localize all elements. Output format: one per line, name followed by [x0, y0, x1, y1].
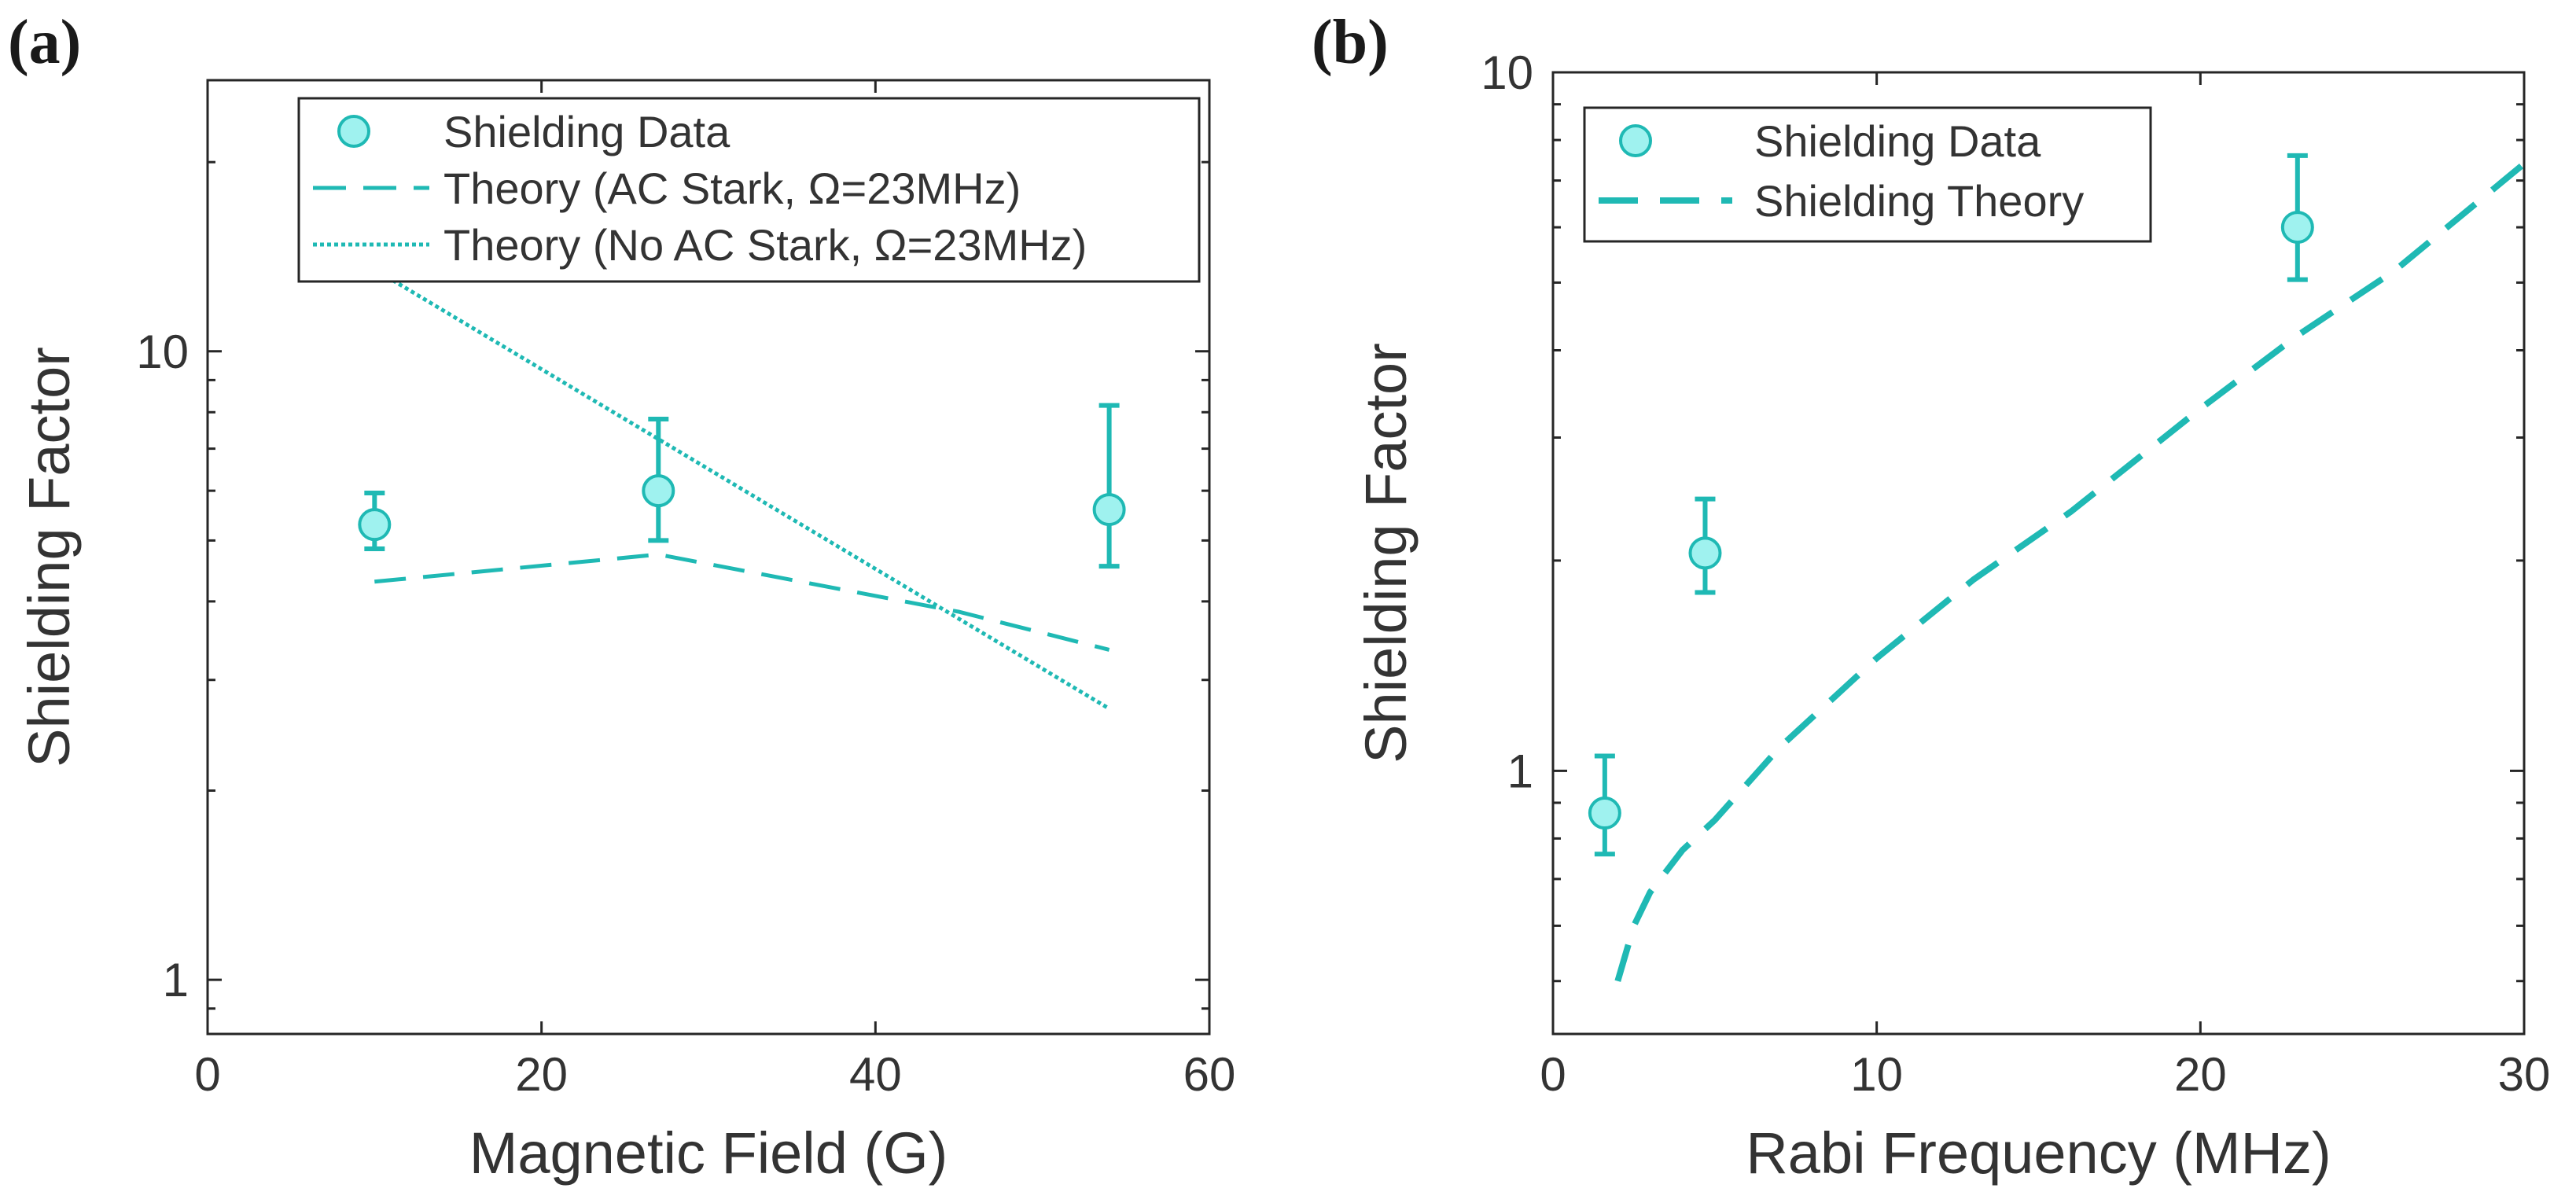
chart-a-legend-label: Shielding Data — [443, 107, 730, 156]
chart-b-legend-label: Shielding Data — [1754, 116, 2041, 166]
chart-a-xtick-label: 20 — [515, 1048, 568, 1101]
chart-a-data-point — [642, 474, 675, 508]
chart-b-ytick-label: 1 — [1507, 745, 1533, 797]
chart-panel-a: 0 20 40 60 1 10 Magnetic Field (G) Shielding Fa… — [17, 79, 1236, 1186]
chart-b-xtick-label: 30 — [2498, 1048, 2551, 1101]
chart-a-legend-label: Theory (AC Stark, Ω=23MHz) — [443, 164, 1021, 213]
panel-a-label: (a) — [8, 8, 81, 77]
chart-b-ylabel: Shielding Factor — [1353, 343, 1419, 763]
chart-a-ytick-label: 1 — [163, 954, 189, 1006]
chart-a-ytick-label: 10 — [136, 326, 189, 378]
chart-a-xtick-label: 60 — [1183, 1048, 1236, 1101]
chart-a-legend-box — [297, 97, 1201, 283]
chart-panel-b: 0 10 20 30 1 10 Rabi Frequency (MHz) Shielding … — [1353, 46, 2550, 1186]
chart-a-xtick-label: 0 — [194, 1048, 220, 1101]
chart-a-data-point — [358, 508, 392, 542]
chart-a-axes-box — [206, 79, 1211, 1036]
chart-b-data-point — [1688, 536, 1722, 570]
chart-b-xlabel: Rabi Frequency (MHz) — [1746, 1120, 2331, 1186]
chart-b-legend-marker — [1619, 124, 1652, 157]
chart-a-dotted-theory-line — [374, 267, 1110, 711]
chart-a-dashed-theory-line — [374, 552, 1110, 652]
chart-b-dashed-theory-line — [1614, 161, 2526, 982]
chart-b-legend-label: Shielding Theory — [1754, 176, 2084, 226]
panel-b-label: (b) — [1312, 8, 1389, 77]
chart-a-data-point — [1092, 493, 1126, 527]
chart-b-legend-box — [1583, 106, 2152, 243]
chart-a-ylabel: Shielding Factor — [17, 347, 82, 767]
chart-b-axes-box — [1551, 71, 2526, 1036]
chart-b-data-point — [2280, 211, 2314, 245]
chart-a-xlabel: Magnetic Field (G) — [469, 1120, 948, 1186]
chart-b-ytick-label: 10 — [1481, 46, 1533, 99]
chart-b-data-point — [1588, 796, 1621, 830]
chart-a-legend-marker — [337, 115, 370, 148]
chart-b-xtick-label: 0 — [1540, 1048, 1566, 1101]
chart-a-legend-label: Theory (No AC Stark, Ω=23MHz) — [443, 220, 1087, 270]
chart-a-xtick-label: 40 — [849, 1048, 902, 1101]
chart-b-xtick-label: 10 — [1850, 1048, 1903, 1101]
chart-b-xtick-label: 20 — [2174, 1048, 2227, 1101]
